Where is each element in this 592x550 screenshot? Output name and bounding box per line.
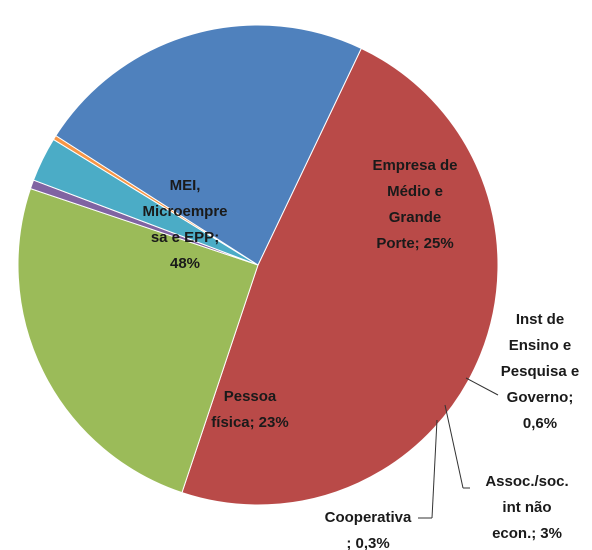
label-line: Microempre [142,203,227,220]
label-line: Grande [389,209,442,226]
data-label: Empresa de Médio e Grande Porte; 25% [372,157,457,252]
label-line: Porte; [376,235,419,252]
slice [17,187,259,494]
label-line: sa e EPP; [151,229,219,246]
label-line: Pesquisa e [501,363,579,380]
label-line: econ.; [492,525,536,542]
value-label: 48% [170,255,200,272]
data-label: Assoc./soc. int não econ.; 3% [485,473,568,542]
value-label: 3% [540,525,562,542]
value-label: 25% [424,235,454,252]
label-line: MEI, [170,177,201,194]
leader-lines [418,377,499,519]
label-line: Empresa de [372,157,457,174]
label-line: int não [502,499,551,516]
label-line: Ensino e [509,337,572,354]
label-line: física; [211,414,254,431]
slice [55,24,362,266]
label-line: Inst de [516,311,564,328]
data-label: Inst de Ensino e Pesquisa e Governo; 0,6% [501,311,579,432]
data-label: Pessoa física; 23% [211,388,288,431]
label-line: Governo; [507,389,574,406]
label-line: Médio e [387,183,443,200]
value-label: 23% [259,414,289,431]
leader-line [431,419,438,519]
leader-line [465,377,499,396]
data-label: MEI, Microempre sa e EPP; 48% [142,177,227,272]
value-label: 0,6% [523,415,557,432]
pie [17,24,499,506]
label-line: Cooperativa [325,509,412,526]
leader-line [444,404,464,489]
slice [181,47,499,506]
label-line: Pessoa [224,388,277,405]
labels: MEI, Microempre sa e EPP; 48% Empresa de Médi… [142,157,579,550]
value-label: ; 0,3% [346,535,389,550]
data-label: Cooperativa ; 0,3% [325,509,412,550]
label-line: Assoc./soc. [485,473,568,490]
